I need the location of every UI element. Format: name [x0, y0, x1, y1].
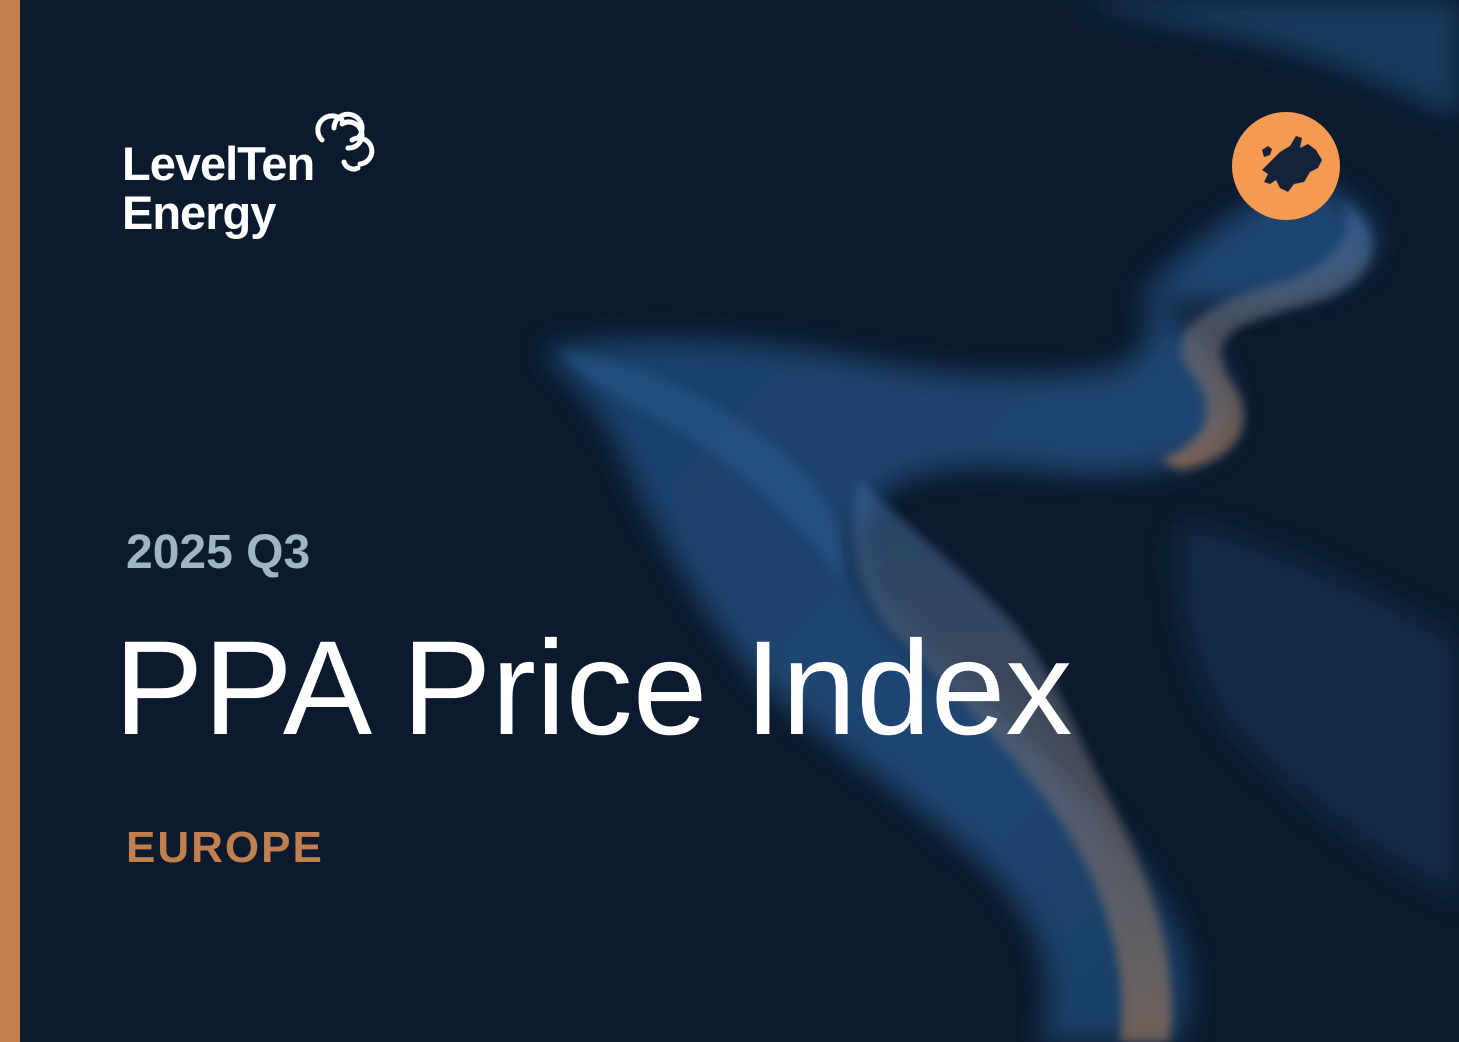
title: PPA Price Index [114, 614, 1072, 763]
logo: LevelTen Energy [122, 111, 375, 239]
logo-icon [315, 111, 375, 172]
logo-line1: LevelTen [122, 137, 314, 190]
region-badge [1232, 112, 1340, 220]
region: EUROPE [126, 823, 324, 872]
logo-line2: Energy [122, 186, 276, 239]
period: 2025 Q3 [126, 526, 310, 579]
background-texture [540, 0, 1459, 1042]
accent-bar [0, 0, 20, 1042]
